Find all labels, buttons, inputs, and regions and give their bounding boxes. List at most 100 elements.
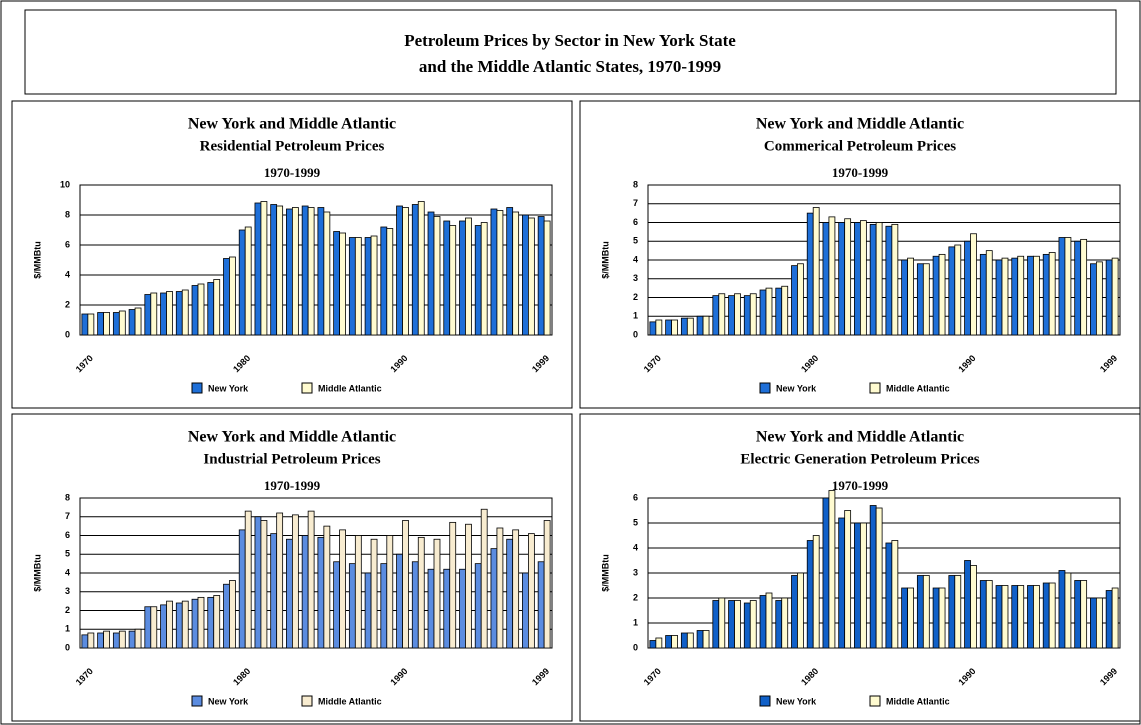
y-tick-label: 4 [633, 254, 638, 264]
y-tick-label: 2 [65, 299, 70, 309]
bar [979, 253, 987, 336]
bar [728, 295, 735, 336]
legend-label: New York [208, 696, 249, 706]
bar [875, 507, 883, 649]
x-tick-label: 1980 [799, 353, 820, 374]
bar [775, 600, 783, 649]
bar [270, 533, 278, 649]
panel-frame [579, 413, 1141, 722]
bar [781, 597, 789, 649]
bar [166, 600, 173, 649]
bar [759, 289, 767, 336]
y-tick-label: 8 [633, 179, 638, 189]
bar [449, 225, 457, 336]
bar [791, 265, 798, 336]
bar [812, 207, 820, 336]
bar [844, 510, 852, 649]
bar [1027, 585, 1034, 649]
bar [734, 600, 741, 649]
bar [916, 263, 924, 336]
bar [244, 226, 252, 336]
bar [307, 207, 315, 336]
bar [103, 630, 110, 649]
y-axis-label: $/MMBtu [32, 554, 42, 592]
bar [396, 205, 403, 336]
bar [490, 208, 498, 336]
bar [954, 575, 962, 649]
bar [207, 282, 215, 336]
bar [838, 517, 846, 649]
legend-swatch [759, 382, 771, 394]
y-tick-label: 3 [633, 567, 638, 577]
bar [797, 572, 804, 649]
page-title: and the Middle Atlantic States, 1970-199… [419, 57, 721, 76]
x-tick-label: 1999 [1098, 666, 1119, 687]
y-tick-label: 7 [65, 511, 70, 521]
bar [354, 237, 362, 336]
bar [948, 246, 956, 336]
bar [938, 253, 946, 336]
bar [922, 263, 930, 336]
bar [118, 310, 126, 336]
bar [822, 497, 830, 649]
chart-subtitle: Industrial Petroleum Prices [203, 451, 380, 467]
bar [655, 319, 663, 336]
bar [1096, 597, 1103, 649]
bar [512, 211, 520, 336]
y-tick-label: 0 [65, 329, 70, 339]
bar [150, 292, 158, 336]
bar [175, 291, 183, 336]
y-tick-label: 0 [633, 642, 638, 652]
bar [333, 561, 341, 649]
bar [1111, 257, 1119, 336]
bar [244, 510, 252, 649]
bar [686, 632, 694, 649]
chart-years: 1970-1999 [264, 478, 321, 493]
legend-label: Middle Atlantic [318, 696, 382, 706]
x-tick-label: 1970 [642, 353, 663, 374]
chart-title: New York and Middle Atlantic [188, 429, 396, 446]
bar [686, 317, 694, 336]
bar [134, 628, 142, 649]
bar [655, 637, 663, 649]
y-tick-label: 1 [633, 311, 638, 321]
bar [402, 207, 409, 336]
chart-subtitle: Electric Generation Petroleum Prices [740, 451, 979, 467]
y-tick-label: 2 [633, 292, 638, 302]
legend-label: Middle Atlantic [886, 696, 950, 706]
bar [411, 561, 419, 649]
bar [869, 505, 877, 649]
y-tick-label: 8 [65, 209, 70, 219]
legend-swatch [759, 695, 771, 707]
bar [134, 307, 142, 336]
bar [364, 572, 372, 649]
bar [474, 563, 482, 649]
bar [1027, 255, 1034, 336]
bar [97, 632, 104, 649]
bar [286, 208, 293, 336]
bar [718, 597, 726, 649]
bar [522, 572, 529, 649]
bar [213, 595, 221, 649]
bar [860, 522, 867, 649]
bar [696, 315, 704, 336]
bar [1064, 237, 1072, 336]
bar [1096, 261, 1103, 336]
bar [238, 229, 246, 336]
bar [276, 512, 284, 649]
bar [1048, 582, 1056, 649]
bar [791, 575, 798, 649]
bar [144, 606, 152, 649]
bar [181, 289, 189, 336]
bar [728, 600, 735, 649]
bar [749, 600, 757, 649]
bar [386, 535, 394, 649]
bar [954, 244, 962, 336]
y-tick-label: 0 [65, 642, 70, 652]
x-tick-label: 1999 [530, 666, 551, 687]
chart-subtitle: Commerical Petroleum Prices [764, 138, 956, 154]
bar [932, 255, 940, 336]
bar [411, 204, 419, 336]
bar [759, 595, 767, 649]
